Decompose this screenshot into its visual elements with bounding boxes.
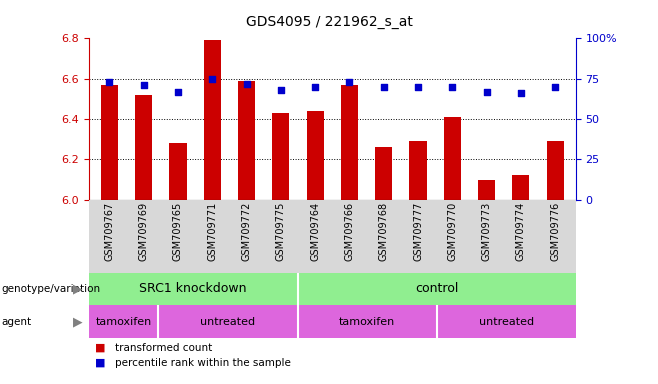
- Text: ■: ■: [95, 358, 106, 368]
- Text: GSM709767: GSM709767: [105, 202, 114, 261]
- Bar: [409, 141, 426, 200]
- Text: GSM709764: GSM709764: [310, 202, 320, 261]
- Text: tamoxifen: tamoxifen: [95, 316, 152, 327]
- Text: control: control: [415, 283, 459, 295]
- Text: genotype/variation: genotype/variation: [1, 284, 101, 294]
- Bar: [478, 180, 495, 200]
- Text: agent: agent: [1, 316, 32, 327]
- Bar: [547, 141, 564, 200]
- Bar: [307, 111, 324, 200]
- Text: GSM709776: GSM709776: [550, 202, 560, 261]
- Point: [138, 82, 149, 88]
- Text: SRC1 knockdown: SRC1 knockdown: [139, 283, 247, 295]
- Text: ■: ■: [95, 343, 106, 353]
- Bar: [513, 175, 530, 200]
- Point: [310, 84, 320, 90]
- Point: [344, 79, 355, 85]
- Point: [104, 79, 114, 85]
- Point: [447, 84, 457, 90]
- Point: [516, 90, 526, 96]
- Text: transformed count: transformed count: [115, 343, 213, 353]
- Text: percentile rank within the sample: percentile rank within the sample: [115, 358, 291, 368]
- Bar: [375, 147, 392, 200]
- Text: GSM709773: GSM709773: [482, 202, 492, 261]
- Bar: [101, 85, 118, 200]
- Bar: [341, 85, 358, 200]
- Bar: [169, 143, 187, 200]
- Text: ▶: ▶: [72, 315, 82, 328]
- Text: GSM709770: GSM709770: [447, 202, 457, 261]
- Point: [482, 89, 492, 95]
- Point: [378, 84, 389, 90]
- Point: [413, 84, 423, 90]
- Text: GSM709769: GSM709769: [139, 202, 149, 261]
- Bar: [272, 113, 290, 200]
- Bar: [443, 117, 461, 200]
- Text: ▶: ▶: [72, 283, 82, 295]
- Text: GSM709771: GSM709771: [207, 202, 217, 261]
- Text: GSM709775: GSM709775: [276, 202, 286, 261]
- Text: GSM709768: GSM709768: [379, 202, 389, 261]
- Text: GDS4095 / 221962_s_at: GDS4095 / 221962_s_at: [245, 15, 413, 29]
- Bar: [135, 95, 152, 200]
- Text: GSM709766: GSM709766: [344, 202, 355, 261]
- Point: [241, 81, 252, 87]
- Bar: [238, 81, 255, 200]
- Text: GSM709772: GSM709772: [241, 202, 251, 261]
- Text: GSM709774: GSM709774: [516, 202, 526, 261]
- Point: [276, 87, 286, 93]
- Point: [172, 89, 183, 95]
- Text: untreated: untreated: [478, 316, 534, 327]
- Text: tamoxifen: tamoxifen: [339, 316, 395, 327]
- Point: [550, 84, 561, 90]
- Point: [207, 76, 218, 82]
- Text: GSM709765: GSM709765: [173, 202, 183, 261]
- Text: GSM709777: GSM709777: [413, 202, 423, 261]
- Text: untreated: untreated: [201, 316, 255, 327]
- Bar: [204, 40, 221, 200]
